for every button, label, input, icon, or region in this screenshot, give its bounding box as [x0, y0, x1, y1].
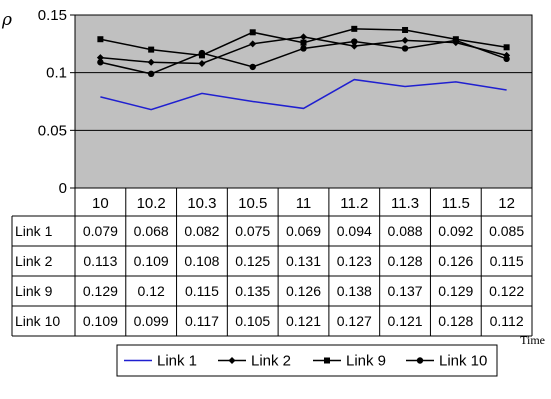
x-tick-label: 10 — [92, 195, 109, 212]
data-label: 0.094 — [337, 223, 372, 239]
y-tick-label: 0 — [59, 180, 67, 197]
legend-marker — [416, 357, 424, 364]
x-tick-label: 10.2 — [137, 195, 166, 212]
data-label: 0.129 — [438, 283, 473, 299]
data-point-link-10 — [97, 59, 104, 66]
y-tick-label: 0.1 — [46, 65, 67, 82]
data-point-link-10 — [147, 70, 155, 78]
data-label: 0.138 — [337, 283, 372, 299]
data-label: 0.123 — [337, 253, 372, 269]
data-point-link-9 — [402, 26, 409, 33]
table-row-label: Link 2 — [15, 253, 53, 269]
data-label: 0.129 — [83, 283, 118, 299]
data-label: 0.092 — [438, 223, 473, 239]
data-label: 0.127 — [337, 313, 372, 329]
y-axis-label: ρ — [1, 10, 12, 30]
data-point-link-10 — [198, 49, 206, 57]
data-label: 0.109 — [83, 313, 118, 329]
data-label: 0.115 — [490, 253, 524, 269]
table-row-label: Link 9 — [15, 283, 53, 299]
data-point-link-9 — [300, 39, 307, 46]
data-label: 0.128 — [438, 313, 473, 329]
x-axis-label: Time — [520, 333, 545, 347]
data-label: 0.109 — [134, 253, 169, 269]
data-point-link-2 — [147, 58, 155, 66]
legend-label: Link 1 — [157, 353, 197, 370]
data-label: 0.128 — [388, 253, 423, 269]
data-label: 0.121 — [388, 313, 423, 329]
data-label: 0.135 — [235, 283, 270, 299]
data-label: 0.126 — [438, 253, 473, 269]
table-row-label: Link 10 — [15, 313, 60, 329]
legend-label: Link 10 — [439, 353, 487, 370]
x-tick-label: 12 — [498, 195, 515, 212]
data-label: 0.085 — [489, 223, 524, 239]
legend-marker — [324, 357, 330, 364]
data-label: 0.069 — [286, 223, 321, 239]
data-point-link-9 — [249, 29, 256, 36]
x-tick-label: 11.5 — [442, 195, 470, 212]
data-point-link-2 — [198, 59, 206, 67]
legend-label: Link 9 — [346, 353, 386, 370]
data-label: 0.075 — [235, 223, 270, 239]
data-label: 0.125 — [235, 253, 270, 269]
data-label: 0.082 — [184, 223, 219, 239]
data-label: 0.088 — [388, 223, 423, 239]
data-label: 0.099 — [134, 313, 169, 329]
data-point-link-10 — [300, 45, 307, 52]
data-point-link-2 — [249, 40, 257, 48]
data-point-link-10 — [249, 63, 256, 71]
data-label: 0.137 — [388, 283, 423, 299]
data-point-link-10 — [503, 55, 510, 63]
data-label: 0.12 — [138, 283, 165, 299]
legend-label: Link 2 — [251, 353, 291, 370]
data-point-link-2 — [401, 36, 409, 44]
data-label: 0.105 — [235, 313, 270, 329]
data-label: 0.079 — [83, 223, 118, 239]
data-point-link-2 — [96, 54, 104, 62]
data-label: 0.115 — [185, 283, 219, 299]
x-tick-label: 10.5 — [238, 195, 267, 212]
data-point-link-9 — [503, 44, 510, 51]
data-label: 0.108 — [184, 253, 219, 269]
x-tick-label: 11 — [296, 195, 312, 212]
y-tick-label: 0.15 — [38, 7, 67, 24]
data-label: 0.112 — [490, 313, 524, 329]
data-point-link-2 — [300, 33, 307, 41]
table-row-label: Link 1 — [15, 223, 53, 239]
data-label: 0.068 — [134, 223, 169, 239]
data-label: 0.131 — [286, 253, 321, 269]
x-tick-label: 11.2 — [340, 195, 368, 212]
data-label: 0.121 — [286, 313, 321, 329]
data-point-link-9 — [148, 46, 155, 53]
data-point-link-9 — [97, 36, 104, 43]
series-line-link-1 — [100, 78, 507, 111]
data-point-link-10 — [401, 45, 409, 52]
data-label: 0.126 — [286, 283, 321, 299]
legend-marker — [228, 357, 236, 364]
data-point-link-10 — [351, 38, 358, 45]
x-tick-label: 11.3 — [391, 195, 419, 212]
data-label: 0.113 — [83, 253, 117, 269]
y-tick-label: 0.05 — [38, 122, 67, 139]
data-point-link-9 — [351, 25, 358, 32]
data-point-link-10 — [452, 37, 460, 44]
data-point-link-2 — [350, 42, 358, 50]
x-tick-label: 10.3 — [187, 195, 216, 212]
data-label: 0.122 — [489, 283, 524, 299]
data-label: 0.117 — [185, 313, 219, 329]
